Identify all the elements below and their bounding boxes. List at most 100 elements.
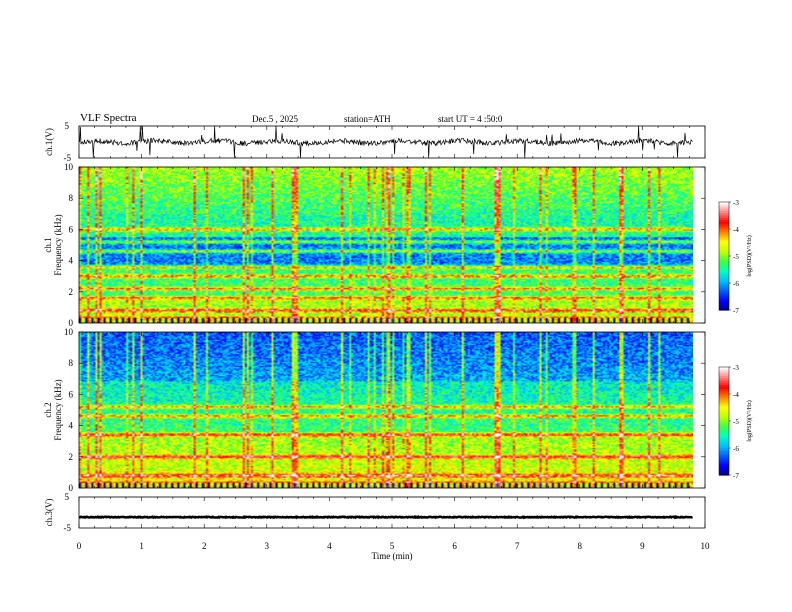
ch2-spectrogram-colorbar-cell (719, 406, 729, 409)
ch1-spectrogram-colorbar-cell (719, 263, 729, 266)
ch2-spectrogram-colorbar-cell (719, 455, 729, 458)
ch1-spectrogram-colorbar-cell (719, 292, 729, 295)
ch1-spectrogram-ylabel: ch.1 Frequency (kHz) (43, 214, 63, 275)
ch2-spectrogram-colorbar-cell (719, 367, 729, 370)
ch1-spectrogram-colorbar-cell (719, 274, 729, 277)
ch2-spectrogram-colorbar-label: log(PSD)(V²/Hz) (746, 400, 753, 441)
ch2-spectrogram-ytick-label: 6 (69, 389, 74, 399)
ch1-spectrogram-ytick-label: 4 (69, 256, 74, 266)
ch1-spectrogram-colorbar-cell (719, 290, 729, 293)
ch1-ytick-label-min: -5 (64, 153, 72, 163)
ch1-spectrogram-colorbar-cell (719, 254, 729, 257)
ch1-spectrogram-colorbar-cell (719, 268, 729, 271)
x-tick-label: 5 (390, 541, 395, 551)
ch1-spectrogram-colorbar-tick-label: -6 (733, 280, 739, 288)
ch2-spectrogram-colorbar-cell (719, 410, 729, 413)
ch1-spectrogram-colorbar-cell (719, 229, 729, 232)
ch2-spectrogram-colorbar-cell (719, 401, 729, 404)
ch1-spectrogram-colorbar-cell (719, 286, 729, 289)
ch1-spectrogram-colorbar-cell (719, 247, 729, 250)
ch1-spectrogram-colorbar-cell (719, 293, 729, 297)
ch2-spectrogram-colorbar-cell (719, 451, 729, 454)
ch2-spectrogram-colorbar-cell (719, 462, 729, 465)
ch1-spectrogram-colorbar-cell (719, 236, 729, 239)
x-tick-label: 3 (265, 541, 270, 551)
ch2-spectrogram-colorbar-cell (719, 413, 729, 417)
ch2-spectrogram-colorbar-cell (719, 431, 729, 435)
ch1-spectrogram-colorbar-cell (719, 234, 729, 237)
ch1-spectrogram-colorbar-cell (719, 239, 729, 243)
ch1-spectrogram-colorbar-cell (719, 214, 729, 217)
ch2-spectrogram-colorbar-cell (719, 374, 729, 377)
ch2-spectrogram-colorbar-cell (719, 386, 729, 390)
ch2-spectrogram-colorbar-cell (719, 388, 729, 391)
x-tick-label: 9 (640, 541, 645, 551)
ch2-spectrogram-colorbar-cell (719, 464, 729, 467)
ch1-spectrogram-colorbar-tick-label: -3 (733, 199, 739, 207)
ch1-spectrogram-colorbar-cell (719, 230, 729, 234)
ch2-spectrogram-colorbar-tick-label: -7 (733, 472, 739, 480)
ch2-spectrogram-colorbar-tick-label: -4 (733, 391, 739, 399)
ch1-spectrogram-colorbar-cell (719, 265, 729, 268)
ch2-spectrogram-colorbar-cell (719, 473, 729, 476)
ch1-spectrogram-colorbar-cell (719, 223, 729, 226)
start-time-label: start UT = 4 :50:0 (438, 114, 503, 124)
ch1-spectrogram-ylabel-line: ch.1 (43, 237, 53, 252)
x-tick-label: 10 (701, 541, 711, 551)
ch2-spectrogram-colorbar-cell (719, 376, 729, 379)
ch1-spectrogram-ylabel-line: Frequency (kHz) (53, 214, 63, 275)
ch1-spectrogram-colorbar-cell (719, 243, 729, 246)
ch1-spectrogram-colorbar-cell (719, 227, 729, 230)
ch2-spectrogram-colorbar-cell (719, 419, 729, 422)
ch2-spectrogram-colorbar-cell (719, 435, 729, 438)
ch2-spectrogram-image (79, 332, 693, 488)
ch2-spectrogram-colorbar-cell (719, 424, 729, 427)
ch2-spectrogram-colorbar-cell (719, 439, 729, 442)
station-label: station=ATH (344, 114, 391, 124)
ch1-spectrogram-colorbar-cell (719, 284, 729, 288)
ch1-spectrogram-ytick-label: 6 (69, 224, 74, 234)
ch2-spectrogram-colorbar-cell (719, 404, 729, 408)
ch2-spectrogram-colorbar-cell (719, 458, 729, 462)
ch1-spectrogram-ytick-label: 0 (69, 318, 74, 328)
x-tick-label: 4 (327, 541, 332, 551)
ch2-spectrogram-ytick-label: 10 (64, 327, 74, 337)
ch2-spectrogram-colorbar-cell (719, 440, 729, 444)
ch1-spectrogram-colorbar-cell (719, 281, 729, 284)
ch1-spectrogram-colorbar-label: log(PSD)(V²/Hz) (746, 235, 753, 276)
ch2-spectrogram-colorbar-cell (719, 377, 729, 381)
ch1-spectrogram-colorbar-cell (719, 301, 729, 304)
ch1-spectrogram-image (79, 167, 693, 323)
ch1-spectrogram-colorbar-cell (719, 250, 729, 253)
ch2-spectrogram-colorbar-cell (719, 433, 729, 436)
ch2-spectrogram-colorbar-cell (719, 383, 729, 386)
ch2-spectrogram-colorbar-cell (719, 469, 729, 472)
ch2-spectrogram-colorbar-cell (719, 467, 729, 471)
x-tick-label: 1 (139, 541, 144, 551)
ch2-spectrogram-ylabel-line: ch.2 (43, 402, 53, 417)
ch2-spectrogram-colorbar-tick-label: -5 (733, 418, 739, 426)
ch2-spectrogram-colorbar-cell (719, 446, 729, 449)
ch3-ytick-label-min: -5 (64, 523, 72, 533)
ch1-spectrogram-colorbar-cell (719, 270, 729, 273)
ch2-spectrogram-colorbar-cell (719, 381, 729, 384)
ch1-spectrogram-colorbar-cell (719, 306, 729, 309)
ch2-spectrogram-colorbar-cell (719, 397, 729, 400)
ch1-waveform-trace (78, 125, 693, 159)
ch2-spectrogram-colorbar-cell (719, 466, 729, 469)
ch2-spectrogram-ytick-label: 0 (69, 483, 74, 493)
ch3-waveform-trace (78, 514, 693, 520)
ch2-spectrogram-colorbar-cell (719, 385, 729, 388)
x-tick-label: 6 (452, 541, 457, 551)
ch2-spectrogram-ytick-label: 2 (69, 452, 74, 462)
ch2-spectrogram-colorbar-cell (719, 457, 729, 460)
ch2-spectrogram-colorbar-cell (719, 442, 729, 445)
ch1-spectrogram-colorbar-cell (719, 232, 729, 235)
ch2-spectrogram-colorbar-cell (719, 471, 729, 474)
ch1-spectrogram-colorbar-cell (719, 225, 729, 228)
ch1-spectrogram-colorbar-cell (719, 295, 729, 298)
date-label: Dec.5 , 2025 (252, 114, 298, 124)
ch2-spectrogram-ytick-label: 4 (69, 421, 74, 431)
ch1-spectrogram-colorbar-cell (719, 304, 729, 307)
